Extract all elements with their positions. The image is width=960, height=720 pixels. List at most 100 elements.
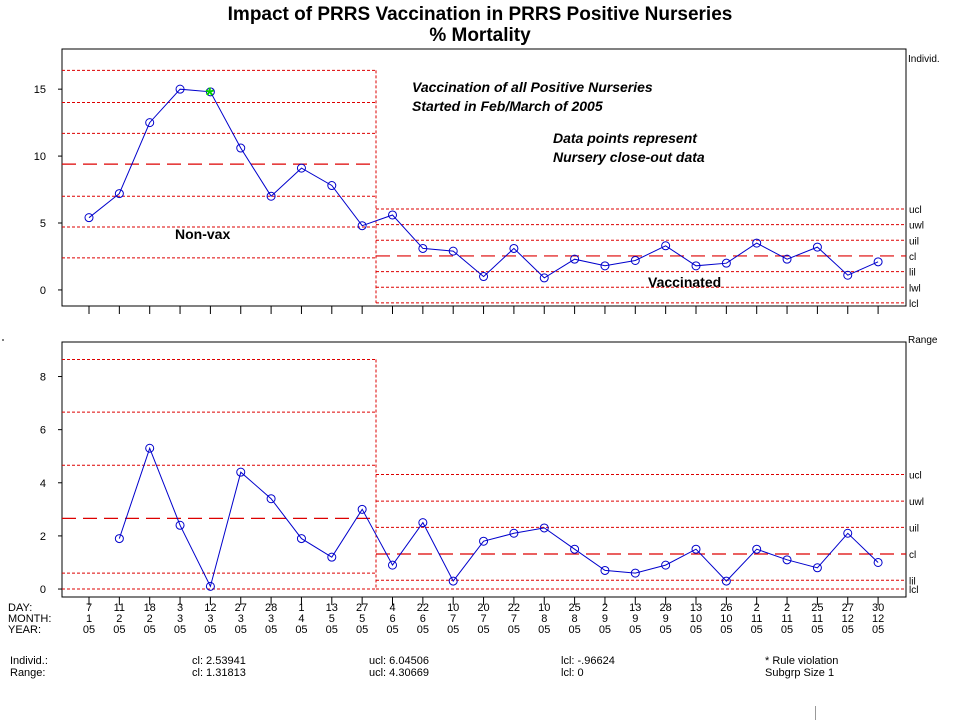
range-data-point-23 [752,544,762,554]
day-label-11: 4 [389,602,395,614]
footer-range-cl: cl: 1.31813 [192,667,246,679]
month-label-9: 5 [329,613,335,625]
month-label-27: 12 [872,613,884,625]
y-tick-label: 15 [34,84,46,96]
day-label-17: 25 [568,602,580,614]
range-data-point-22 [721,576,731,586]
year-label-13: 05 [447,624,459,636]
month-label-1: 1 [86,613,92,625]
day-label-26: 27 [842,602,854,614]
year-label-16: 05 [538,624,550,636]
footer-individ-lcl: lcl: -.96624 [561,655,615,667]
year-label-12: 05 [417,624,429,636]
footer-individ-cl: cl: 2.53941 [192,655,246,667]
footer-individ-label: Individ.: [10,655,48,667]
day-label-24: 2 [784,602,790,614]
day-label-27: 30 [872,602,884,614]
day-label-8: 1 [298,602,304,614]
y-tick-label: 4 [40,478,46,490]
day-label-15: 22 [508,602,520,614]
range-series-line [118,446,879,588]
date-axis: DAY:MONTH:YEAR:7 11 18 3 12 27 28 1 13 27 4 22 10 20 2… [2,339,884,636]
stray-tick-mark [815,706,816,720]
month-label-25: 11 [812,613,823,625]
individ-data-point-6 [236,143,246,153]
year-label-2: 05 [113,624,125,636]
individ-data-point-16 [539,273,549,283]
year-label-15: 05 [508,624,520,636]
rule-violation-marker: * [205,83,214,108]
individ-data-point-11 [388,210,397,220]
y-tick-label: 8 [40,372,46,384]
year-label-8: 05 [295,624,307,636]
individ-data-point-9 [327,181,337,191]
limit-label-lcl: lcl [909,585,918,596]
individ-data-point-24 [782,254,792,264]
non-vax-label: Non-vax [175,226,230,242]
footer-subgroup-size: Subgrp Size 1 [765,667,834,679]
range-data-point-26 [843,528,853,538]
range-data-point-10 [357,504,367,514]
individ-data-point-3 [145,118,155,128]
y-tick-label: 5 [40,218,46,230]
range-panel-label: Range [908,335,938,346]
annotations: Vaccination of all Positive Nurseries St… [175,79,721,290]
month-label-2: 2 [116,613,122,625]
individ-data-point-26 [843,270,853,280]
month-label-10: 5 [359,613,365,625]
day-label-12: 22 [417,602,429,614]
footer-individ-ucl: ucl: 6.04506 [369,655,429,667]
chart-title-line-1: Impact of PRRS Vaccination in PRRS Posit… [227,4,733,25]
individ-data-point-19 [630,255,640,265]
year-label-6: 05 [235,624,247,636]
day-label-1: 7 [86,602,92,614]
month-label-12: 6 [420,613,426,625]
individ-data-point-21 [691,261,701,271]
vaccination-note-line-2: Started in Feb/March of 2005 [412,98,603,114]
range-data-point-19 [630,568,640,578]
limit-label-uil: uil [909,236,919,247]
month-label-4: 3 [177,613,183,625]
limit-label-lwl: lwl [909,283,921,294]
range-data-point-11 [388,560,397,570]
limit-label-lil: lil [909,268,916,279]
vaccination-note-line-1: Vaccination of all Positive Nurseries [412,79,653,95]
day-label-4: 3 [177,602,183,614]
day-label-19: 13 [629,602,641,614]
year-label-20: 05 [660,624,672,636]
year-label-19: 05 [629,624,641,636]
year-label-23: 05 [751,624,763,636]
footer-stats: Individ.: Range: cl: 2.53941 cl: 1.31813… [10,655,838,679]
month-label-20: 9 [663,613,669,625]
limit-label-uil: uil [909,523,919,534]
year-label-4: 05 [174,624,186,636]
year-label-27: 05 [872,624,884,636]
range-frame [61,341,907,598]
day-label-6: 27 [235,602,247,614]
chart-title-line-2: % Mortality [429,25,531,46]
individ-data-point-12 [418,243,428,253]
day-label-9: 13 [326,602,338,614]
individ-data-point-10 [357,221,367,231]
year-label-17: 05 [568,624,580,636]
day-label-25: 25 [811,602,823,614]
range-data-point-14 [479,536,489,546]
vaccinated-label: Vaccinated [648,274,721,290]
month-label-21: 10 [690,613,702,625]
limit-label-lcl: lcl [909,299,918,310]
range-data-point-17 [570,544,580,554]
individ-data-point-5 [205,87,215,97]
data-note-line-1: Data points represent [553,130,698,146]
year-label-21: 05 [690,624,702,636]
footer-range-lcl: lcl: 0 [561,667,584,679]
month-label-7: 3 [268,613,274,625]
day-label-16: 10 [538,602,550,614]
footer-range-label: Range: [10,667,45,679]
range-data-point-20 [661,560,671,570]
individ-data-point-23 [752,238,762,248]
range-data-point-12 [418,518,428,528]
month-label-13: 7 [450,613,456,625]
year-label-9: 05 [326,624,338,636]
individ-data-point-2 [114,189,124,199]
